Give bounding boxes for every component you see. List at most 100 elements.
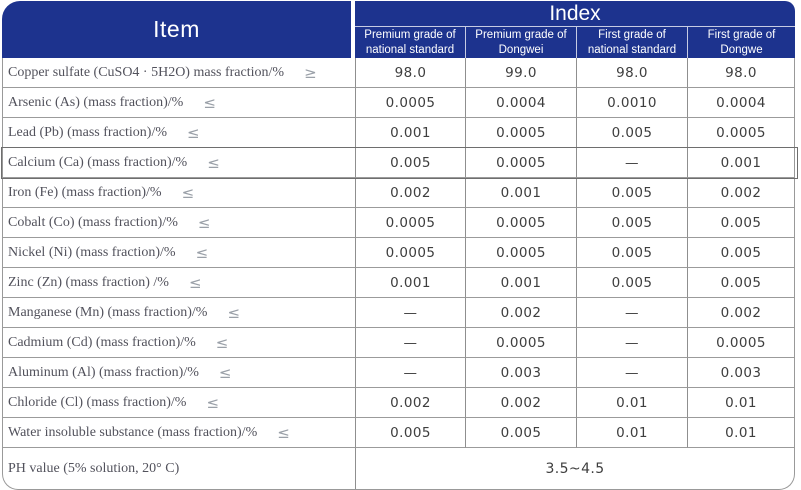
value-cell: 0.005 <box>577 118 688 148</box>
value-cell: 98.0 <box>688 58 794 88</box>
value-cell: 0.0005 <box>688 118 794 148</box>
value-cell: 0.0005 <box>466 208 577 238</box>
value-cell: 0.0005 <box>356 238 466 268</box>
value-cell: — <box>577 148 688 178</box>
value-cell: 0.002 <box>356 178 466 208</box>
row-label-cell: Cadmium (Cd) (mass fraction)/% ≤ <box>3 328 356 358</box>
comparison-operator-icon: ≤ <box>197 213 211 232</box>
value-cell: 0.01 <box>688 418 794 448</box>
column-headers-row: Premium grade of national standard Premi… <box>355 27 795 58</box>
value-cell: 0.0005 <box>466 238 577 268</box>
comparison-operator-icon: ≤ <box>218 363 232 382</box>
comparison-operator-icon: ≤ <box>277 423 290 442</box>
value-cell: — <box>356 358 466 388</box>
value-cell: 0.005 <box>356 418 466 448</box>
index-header-section: Index Premium grade of national standard… <box>355 1 795 58</box>
row-label: Calcium (Ca) (mass fraction)/% <box>8 154 188 170</box>
row-label: Water insoluble substance (mass fraction… <box>8 424 258 440</box>
row-label: Nickel (Ni) (mass fraction)/% <box>8 244 176 260</box>
row-label: Iron (Fe) (mass fraction)/% <box>8 184 162 200</box>
value-cell: 0.005 <box>466 418 577 448</box>
table-row: Arsenic (As) (mass fraction)/% ≤ 0.0005 … <box>3 88 794 118</box>
value-cell: 0.001 <box>466 268 577 298</box>
value-cell: 0.005 <box>688 238 794 268</box>
row-label-cell: Copper sulfate (CuSO4 · 5H2O) mass fract… <box>3 58 356 88</box>
row-label: Chloride (Cl) (mass fraction)/% <box>8 394 187 410</box>
value-cell: — <box>577 328 688 358</box>
value-cell: 0.002 <box>688 178 794 208</box>
comparison-operator-icon: ≤ <box>215 333 229 352</box>
table-row: Manganese (Mn) (mass fraction)/% ≤ — 0.0… <box>3 298 794 328</box>
item-header-cell: Item <box>2 1 355 58</box>
value-cell: 0.005 <box>577 268 688 298</box>
row-label-cell: Cobalt (Co) (mass fraction)/% ≤ <box>3 208 356 238</box>
value-cell: — <box>356 298 466 328</box>
value-cell: 0.003 <box>688 358 794 388</box>
value-cell: 0.001 <box>688 148 794 178</box>
value-cell: 0.002 <box>466 388 577 418</box>
index-header-cell: Index <box>355 1 795 27</box>
table-row: Cobalt (Co) (mass fraction)/% ≤ 0.0005 0… <box>3 208 794 238</box>
value-cell: 0.005 <box>356 148 466 178</box>
value-cell: — <box>356 328 466 358</box>
value-cell: 0.0005 <box>466 328 577 358</box>
row-label: Aluminum (Al) (mass fraction)/% <box>8 364 199 380</box>
comparison-operator-icon: ≤ <box>195 243 209 262</box>
table-row: Chloride (Cl) (mass fraction)/% ≤ 0.002 … <box>3 388 794 418</box>
row-label: Manganese (Mn) (mass fraction)/% <box>8 304 208 320</box>
ph-value-cell: 3.5~4.5 <box>545 460 605 477</box>
table-row: Aluminum (Al) (mass fraction)/% ≤ — 0.00… <box>3 358 794 388</box>
row-label-cell: Nickel (Ni) (mass fraction)/% ≤ <box>3 238 356 268</box>
row-label: Lead (Pb) (mass fraction)/% <box>8 124 167 140</box>
value-cell: 0.005 <box>577 178 688 208</box>
row-label-cell: Aluminum (Al) (mass fraction)/% ≤ <box>3 358 356 388</box>
table-row: Copper sulfate (CuSO4 · 5H2O) mass fract… <box>3 58 794 88</box>
value-cell: 0.01 <box>577 418 688 448</box>
value-cell: 99.0 <box>466 58 577 88</box>
value-cell: 0.005 <box>688 208 794 238</box>
value-cell: 0.0005 <box>356 88 466 118</box>
comparison-operator-icon: ≤ <box>207 153 220 172</box>
row-label: Cobalt (Co) (mass fraction)/% <box>8 214 178 230</box>
value-cell: 0.0005 <box>466 148 577 178</box>
comparison-operator-icon: ≤ <box>227 303 241 322</box>
ph-row: PH value (5% solution, 20° C) 3.5~4.5 <box>3 448 794 489</box>
item-header-label: Item <box>153 16 200 42</box>
table-row: Water insoluble substance (mass fraction… <box>3 418 794 448</box>
table-row: Lead (Pb) (mass fraction)/% ≤ 0.001 0.00… <box>3 118 794 148</box>
value-cell: 0.0010 <box>577 88 688 118</box>
row-label: Copper sulfate (CuSO4 · 5H2O) mass fract… <box>8 64 285 80</box>
column-header-first-dongwe: First grade of Dongwe <box>687 27 795 58</box>
value-cell: 98.0 <box>356 58 466 88</box>
value-cell: 0.005 <box>688 268 794 298</box>
comparison-operator-icon: ≤ <box>203 93 216 112</box>
table-row: Nickel (Ni) (mass fraction)/% ≤ 0.0005 0… <box>3 238 794 268</box>
data-rows-container: Copper sulfate (CuSO4 · 5H2O) mass fract… <box>3 58 794 448</box>
column-header-premium-national: Premium grade of national standard <box>364 28 456 56</box>
value-cell: 0.0004 <box>688 88 794 118</box>
row-label: Arsenic (As) (mass fraction)/% <box>8 94 184 110</box>
column-header-premium-dongwei: Premium grade of Dongwei <box>465 27 576 58</box>
value-cell: 0.005 <box>577 208 688 238</box>
row-label-cell: Arsenic (As) (mass fraction)/% ≤ <box>3 88 356 118</box>
value-cell: — <box>577 358 688 388</box>
comparison-operator-icon: ≤ <box>187 123 200 142</box>
table-row: Iron (Fe) (mass fraction)/% ≤ 0.002 0.00… <box>3 178 794 208</box>
row-label-cell: Calcium (Ca) (mass fraction)/% ≤ <box>3 148 356 178</box>
value-cell: 0.0005 <box>356 208 466 238</box>
column-header-first-national: First grade of national standard <box>576 27 687 58</box>
table-row: Calcium (Ca) (mass fraction)/% ≤ 0.005 0… <box>3 148 794 178</box>
row-label: PH value (5% solution, 20° C) <box>3 448 356 489</box>
value-cell: 0.001 <box>466 178 577 208</box>
value-cell: 0.001 <box>356 268 466 298</box>
row-label: Cadmium (Cd) (mass fraction)/% <box>8 334 196 350</box>
value-cell: 0.0005 <box>466 118 577 148</box>
row-label-cell: Lead (Pb) (mass fraction)/% ≤ <box>3 118 356 148</box>
row-label-cell: Zinc (Zn) (mass fraction) /% ≤ <box>3 268 356 298</box>
value-cell: 0.002 <box>356 388 466 418</box>
value-cell: 98.0 <box>577 58 688 88</box>
comparison-operator-icon: ≤ <box>188 273 202 292</box>
value-cell: 0.003 <box>466 358 577 388</box>
row-label-cell: Water insoluble substance (mass fraction… <box>3 418 356 448</box>
value-cell: 0.01 <box>688 388 794 418</box>
